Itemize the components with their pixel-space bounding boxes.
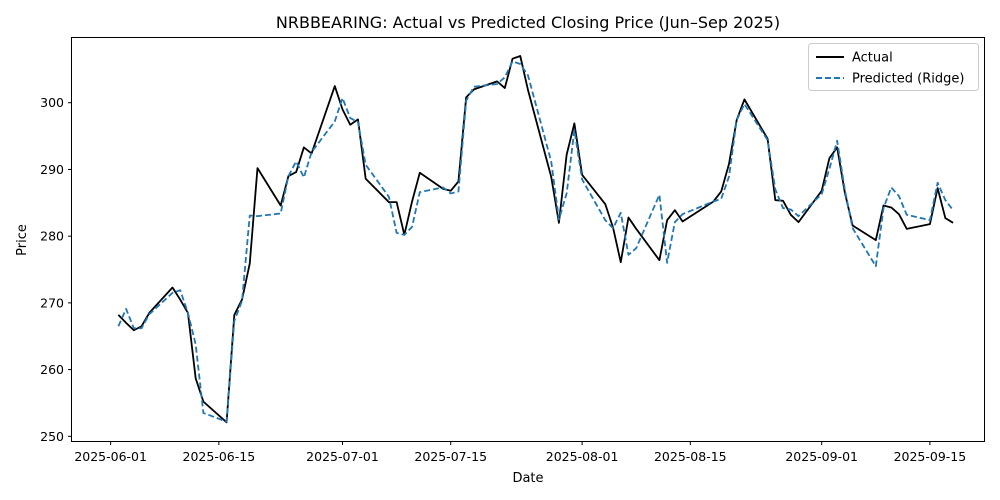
legend: Actual Predicted (Ridge): [808, 43, 979, 91]
y-tick-label: 250: [40, 429, 64, 444]
plot-area: [71, 37, 985, 442]
y-axis: 250 260 270 280 290 300: [40, 95, 72, 444]
x-tick-label: 2025-09-15: [894, 449, 967, 464]
x-tick-label: 2025-07-15: [414, 449, 487, 464]
legend-label-predicted: Predicted (Ridge): [852, 72, 964, 87]
series-line-actual: [117, 55, 954, 424]
x-tick-label: 2025-08-01: [546, 449, 619, 464]
x-tick-label: 2025-08-15: [654, 449, 727, 464]
y-tick-label: 270: [40, 295, 64, 310]
legend-label-actual: Actual: [852, 51, 893, 66]
x-axis-label: Date: [512, 471, 543, 486]
y-tick-label: 300: [40, 95, 64, 110]
series-lines: [117, 55, 954, 424]
x-tick-label: 2025-07-01: [306, 449, 379, 464]
y-tick-label: 290: [40, 162, 64, 177]
y-tick-label: 280: [40, 229, 64, 244]
x-axis: 2025-06-01 2025-06-15 2025-07-01 2025-07-15…: [74, 441, 966, 464]
y-axis-label: Price: [15, 224, 30, 256]
x-tick-label: 2025-09-01: [785, 449, 858, 464]
chart-title: NRBBEARING: Actual vs Predicted Closing …: [276, 13, 780, 32]
x-tick-label: 2025-06-15: [183, 449, 256, 464]
x-tick-label: 2025-06-01: [74, 449, 147, 464]
legend-box: [808, 43, 979, 91]
series-line-predicted: [117, 60, 954, 423]
y-tick-label: 260: [40, 362, 64, 377]
